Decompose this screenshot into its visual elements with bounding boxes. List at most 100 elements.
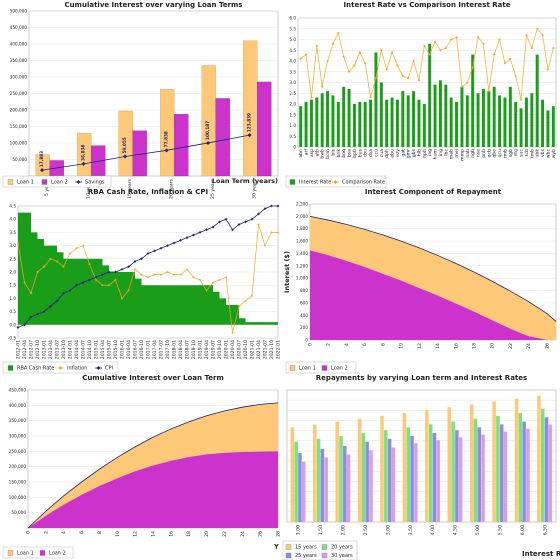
point-comparison-rate (304, 53, 308, 56)
y-tick-label: 0 (293, 145, 296, 150)
point-inflation (211, 281, 215, 284)
x-tick-label: mmp (460, 149, 465, 161)
x-tick-label: 1.50 (318, 525, 324, 535)
bar-interest-rate (417, 99, 421, 147)
y-tick-label: 1.0 (9, 296, 16, 301)
y-tick-label: 250,000 (10, 91, 28, 96)
x-tick-label: 10 (399, 343, 405, 349)
point-comparison-rate (342, 55, 345, 58)
x-tick-label: 20 (204, 531, 210, 537)
x-tick-label: 3.50 (408, 525, 414, 535)
point-inflation (36, 270, 39, 274)
chart-interest-vs-comparison: 0 0.5 1.0 1.5 2.0 2.5 3.0 3.5 4.0 4.5 5.0 5.5 6.0 Int… (285, 1, 557, 188)
bar-15-years (492, 401, 496, 522)
bar-25-years (410, 435, 414, 522)
x-tick-label: 5 years (44, 178, 50, 196)
bar-interest-rate (546, 110, 550, 147)
point-inflation (159, 273, 163, 276)
point-comparison-rate (541, 33, 544, 37)
bar-interest-rate (369, 99, 373, 147)
point-inflation (231, 331, 234, 334)
y-tick-label: 1,200 (296, 263, 308, 268)
x-tick-label: hlb (416, 149, 422, 156)
bar-15-years (357, 418, 362, 522)
bar-20-years (473, 418, 478, 522)
x-tick-label: 2013-07 (55, 340, 61, 359)
bar-20-years (451, 421, 455, 522)
x-tick-label: hpb (422, 149, 428, 158)
x-tick-label: wyb (551, 149, 557, 158)
x-tick-label: 1.00 (296, 525, 302, 535)
point-inflation (88, 262, 91, 266)
point-cpi (36, 312, 39, 316)
x-tick-label: dph (384, 149, 390, 158)
bar-15-years (402, 412, 407, 522)
x-tick-label: bwb (320, 149, 326, 159)
x-tick-label: 2018-01 (172, 340, 178, 359)
legend-label: Loan 2 (51, 180, 68, 186)
chart-repayments-term-rate: Repayments by varying Loan term and Inte… (273, 374, 560, 560)
x-tick-label: 20 years (168, 178, 174, 199)
point-inflation (198, 278, 202, 282)
point-comparison-rate (299, 57, 302, 61)
x-tick-label: 18 (186, 531, 192, 537)
point-cpi (185, 236, 189, 240)
bar-20-years (316, 438, 321, 522)
y-tick-label: 450,000 (10, 25, 28, 30)
bar-loan2 (91, 145, 106, 177)
point-cpi (192, 233, 195, 237)
point-cpi (231, 228, 234, 232)
x-tick-label: 2021-07 (263, 340, 269, 359)
x-tick-label: 4 (61, 531, 67, 534)
point-cpi (159, 246, 163, 250)
x-tick-label: 0 (308, 343, 314, 346)
y-tick-label: 1.0 (289, 123, 296, 128)
y-tick-label: 0.5 (289, 134, 296, 139)
point-cpi (81, 281, 85, 284)
point-comparison-rate (519, 98, 523, 101)
point-cpi (257, 212, 260, 216)
y-tick-label: 1,400 (296, 251, 308, 256)
y-tick-label: 2,000 (296, 214, 308, 219)
legend-swatch (285, 552, 292, 559)
x-tick-label: 6 (79, 531, 85, 534)
line-loan1-edge (27, 402, 279, 529)
x-tick-label: 2019-07 (211, 340, 217, 359)
bar-interest-rate (395, 99, 399, 147)
point-inflation (101, 284, 104, 287)
area-loan2 (28, 451, 278, 528)
bar-20-years (496, 415, 500, 522)
y-tick-label: 5.5 (289, 26, 296, 31)
point-cpi (114, 270, 117, 274)
y-axis-label: Interest ($) (283, 251, 291, 293)
x-tick-label: 18 (472, 343, 478, 349)
y-tick-label: 500,000 (10, 9, 28, 14)
point-comparison-rate (492, 53, 496, 56)
bar-15-years (290, 427, 295, 522)
bar-interest-rate (331, 95, 335, 147)
point-cpi (140, 257, 143, 261)
point-comparison-rate (380, 48, 383, 52)
area-loan2 (310, 250, 556, 340)
bar-interest-rate (352, 104, 356, 147)
point-cpi (62, 291, 65, 295)
bar-30-years (369, 450, 373, 522)
bar-interest-rate (336, 101, 340, 147)
x-tick-label: 2021-10 (269, 340, 275, 359)
y-tick-label: 3.5 (289, 69, 296, 74)
x-tick-label: gbs (411, 148, 417, 157)
x-tick-label: 4 (344, 343, 350, 346)
x-tick-label: lbc (443, 149, 449, 156)
x-tick-label: tmb (529, 149, 535, 158)
point-cpi (205, 228, 208, 232)
point-inflation (23, 281, 26, 284)
chart-title: Repayments by varying Loan term and Inte… (316, 374, 527, 382)
x-tick-label: cbu (363, 149, 369, 157)
point-comparison-rate (337, 31, 340, 35)
plot-area (286, 389, 557, 523)
x-tick-label: 12 (417, 343, 423, 349)
point-comparison-rate (347, 70, 351, 74)
x-tick-label: 2018-10 (191, 340, 197, 359)
x-tick-label: 2 (326, 343, 332, 346)
bar-30-years (391, 447, 396, 522)
